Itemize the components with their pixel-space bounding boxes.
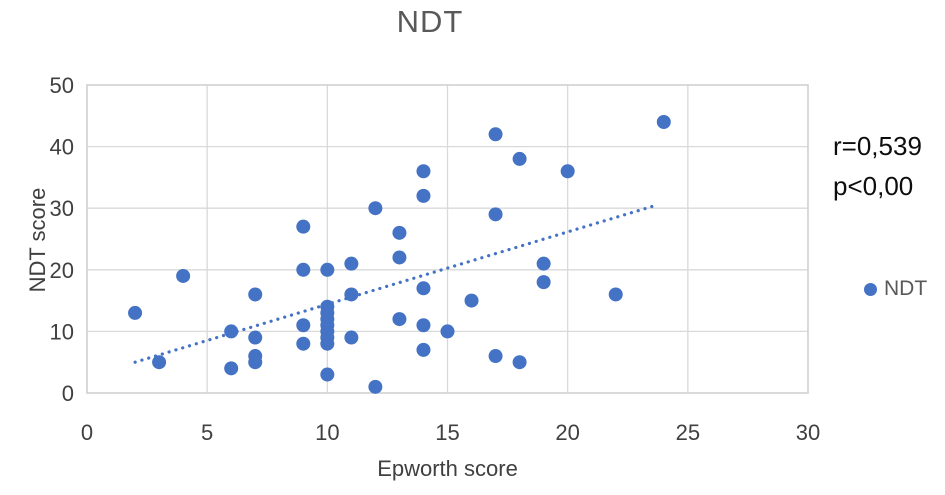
x-axis-title: Epworth score xyxy=(377,456,518,481)
data-point xyxy=(656,114,671,129)
plot-border xyxy=(86,84,809,394)
data-point xyxy=(416,318,431,333)
data-point xyxy=(416,342,431,357)
data-point xyxy=(344,256,359,271)
y-tick-label: 50 xyxy=(50,73,74,98)
legend-label: NDT xyxy=(884,277,928,300)
data-point xyxy=(608,287,623,302)
x-tick-label: 25 xyxy=(676,420,700,445)
x-tick-label: 0 xyxy=(81,420,93,445)
data-point xyxy=(392,250,407,265)
trendline xyxy=(133,203,659,364)
data-point xyxy=(416,164,431,179)
data-point xyxy=(320,336,335,351)
correlation-r-value: r=0,539 xyxy=(833,131,922,161)
x-tick-label: 10 xyxy=(315,420,339,445)
data-point xyxy=(224,361,239,376)
data-point xyxy=(368,201,383,216)
data-point xyxy=(344,287,359,302)
data-point xyxy=(248,355,263,370)
y-tick-label: 0 xyxy=(62,381,74,406)
x-tick-label: 20 xyxy=(555,420,579,445)
data-point xyxy=(296,336,311,351)
legend-marker-icon xyxy=(864,282,877,296)
x-tick-label: 15 xyxy=(435,420,459,445)
p-value: p<0,00 xyxy=(833,171,914,201)
data-point xyxy=(296,318,311,333)
data-point xyxy=(488,127,503,142)
data-point xyxy=(320,262,335,277)
data-point xyxy=(152,355,167,370)
stats-annotation: r=0,539 p<0,00 xyxy=(833,126,922,206)
y-tick-label: 40 xyxy=(50,135,74,160)
y-tick-label: 10 xyxy=(50,319,74,344)
chart-title: NDT xyxy=(396,4,464,39)
x-tick-label: 5 xyxy=(201,420,213,445)
data-point xyxy=(536,256,551,271)
data-point xyxy=(248,287,263,302)
data-point xyxy=(392,225,407,240)
data-point xyxy=(416,188,431,203)
data-point xyxy=(248,330,263,345)
data-point xyxy=(320,367,335,382)
data-point xyxy=(440,324,455,339)
data-point xyxy=(296,219,311,234)
data-point xyxy=(512,151,527,166)
y-tick-label: 20 xyxy=(50,258,74,283)
data-point xyxy=(488,349,503,364)
data-point xyxy=(416,281,431,296)
legend: NDT xyxy=(864,277,927,301)
x-tick-label: 30 xyxy=(796,420,820,445)
y-axis-title: NDT score xyxy=(25,187,50,293)
data-point xyxy=(344,330,359,345)
data-point xyxy=(368,379,383,394)
data-point xyxy=(560,164,575,179)
data-point xyxy=(392,312,407,327)
y-tick-label: 30 xyxy=(50,196,74,221)
data-point xyxy=(464,293,479,308)
data-point xyxy=(512,355,527,370)
data-point xyxy=(176,268,191,283)
data-point xyxy=(488,207,503,222)
data-point xyxy=(128,305,143,320)
data-point xyxy=(536,275,551,290)
data-point xyxy=(296,262,311,277)
data-point xyxy=(224,324,239,339)
